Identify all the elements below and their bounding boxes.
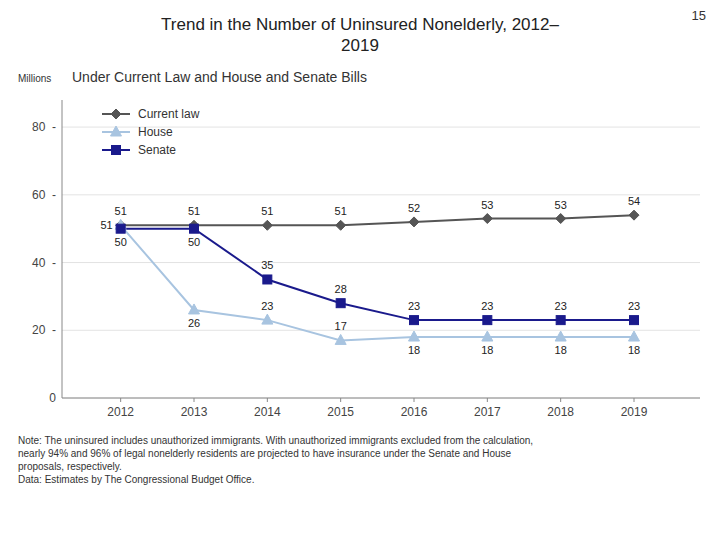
y-axis-line <box>62 100 63 398</box>
legend-label: House <box>138 125 173 139</box>
series-marker <box>482 331 493 341</box>
data-label: 53 <box>481 199 493 211</box>
x-tick-label: 2013 <box>181 405 208 419</box>
series-marker <box>116 224 125 233</box>
title: Trend in the Number of Uninsured Nonelde… <box>161 15 559 55</box>
y-tick-label: 40 - <box>32 256 56 270</box>
data-label: 51 <box>115 205 127 217</box>
x-tick-label: 2012 <box>107 405 134 419</box>
data-label: 18 <box>481 344 493 356</box>
series-marker <box>483 316 492 325</box>
data-labels: 5151515152535354512623171818181850503528… <box>100 195 640 356</box>
series-marker <box>409 331 420 341</box>
x-tick-label: 2019 <box>621 405 648 419</box>
data-label: 23 <box>555 300 567 312</box>
series-marker <box>630 316 639 325</box>
data-label: 51 <box>100 219 112 231</box>
x-tick <box>634 398 635 402</box>
series-marker <box>410 316 419 325</box>
grid-line <box>62 398 700 399</box>
series-marker <box>482 214 492 224</box>
data-label: 17 <box>335 320 347 332</box>
x-tick <box>120 398 121 402</box>
data-label: 23 <box>408 300 420 312</box>
series-marker <box>555 331 566 341</box>
data-label: 54 <box>628 195 640 207</box>
data-label: 51 <box>261 205 273 217</box>
plot-area <box>115 210 639 344</box>
x-tick-label: 2016 <box>401 405 428 419</box>
note: Note: The uninsured includes unauthorize… <box>18 435 533 485</box>
series-line <box>121 229 634 320</box>
chart-svg: Trend in the Number of Uninsured Nonelde… <box>0 0 720 540</box>
x-tick-label: 2015 <box>327 405 354 419</box>
y-tick-label: 80 - <box>32 120 56 134</box>
data-label: 28 <box>335 283 347 295</box>
legend-marker <box>112 146 121 155</box>
data-label: 26 <box>188 317 200 329</box>
series-marker <box>629 210 639 220</box>
data-label: 53 <box>555 199 567 211</box>
data-label: 18 <box>628 344 640 356</box>
series-marker <box>190 224 199 233</box>
y-tick-label: 60 - <box>32 188 56 202</box>
data-label: 52 <box>408 202 420 214</box>
data-label: 51 <box>335 205 347 217</box>
note-line: nearly 94% and 96% of legal nonelderly r… <box>18 448 512 459</box>
series-line <box>121 225 634 340</box>
x-tick-label: 2014 <box>254 405 281 419</box>
x-tick <box>340 398 341 402</box>
y-axis-label: Millions <box>18 73 51 84</box>
x-tick-label: 2017 <box>474 405 501 419</box>
x-tick <box>414 398 415 402</box>
data-label: 23 <box>481 300 493 312</box>
y-tick-label: 0 <box>49 391 56 405</box>
grid-line <box>62 262 700 263</box>
grid-line <box>62 194 700 195</box>
x-tick <box>560 398 561 402</box>
note-line: proposals, respectively. <box>18 461 122 472</box>
chart-container: Trend in the Number of Uninsured Nonelde… <box>0 0 720 540</box>
legend-marker <box>111 109 121 119</box>
legend: Current law House Senate <box>102 107 200 157</box>
data-label: 23 <box>261 300 273 312</box>
page-number: 15 <box>692 8 706 23</box>
x-tick <box>487 398 488 402</box>
subtitle: Under Current Law and House and Senate B… <box>72 69 367 85</box>
data-label: 18 <box>555 344 567 356</box>
data-label: 23 <box>628 300 640 312</box>
data-label: 51 <box>188 205 200 217</box>
series-marker <box>262 220 272 230</box>
x-tick-label: 2018 <box>547 405 574 419</box>
data-label: 50 <box>188 236 200 248</box>
series-marker <box>629 331 640 341</box>
series-marker <box>263 275 272 284</box>
series-marker <box>335 334 346 344</box>
title-line: Trend in the Number of Uninsured Nonelde… <box>161 15 559 34</box>
data-label: 35 <box>261 259 273 271</box>
series-marker <box>556 316 565 325</box>
legend-marker <box>111 126 122 136</box>
series-marker <box>556 214 566 224</box>
note-line: Note: The uninsured includes unauthorize… <box>18 435 533 446</box>
data-label: 18 <box>408 344 420 356</box>
grid <box>62 127 700 398</box>
title-line: 2019 <box>341 36 379 55</box>
x-tick <box>194 398 195 402</box>
grid-line <box>62 330 700 331</box>
legend-label: Current law <box>138 107 200 121</box>
x-tick <box>267 398 268 402</box>
legend-label: Senate <box>138 143 176 157</box>
series-marker <box>336 220 346 230</box>
note-line: Data: Estimates by The Congressional Bud… <box>18 474 254 485</box>
series-marker <box>262 314 273 324</box>
y-tick-label: 20 - <box>32 323 56 337</box>
series-marker <box>189 304 200 314</box>
x-axis-line <box>62 398 700 399</box>
series-marker <box>336 299 345 308</box>
series-marker <box>409 217 419 227</box>
data-label: 50 <box>115 236 127 248</box>
